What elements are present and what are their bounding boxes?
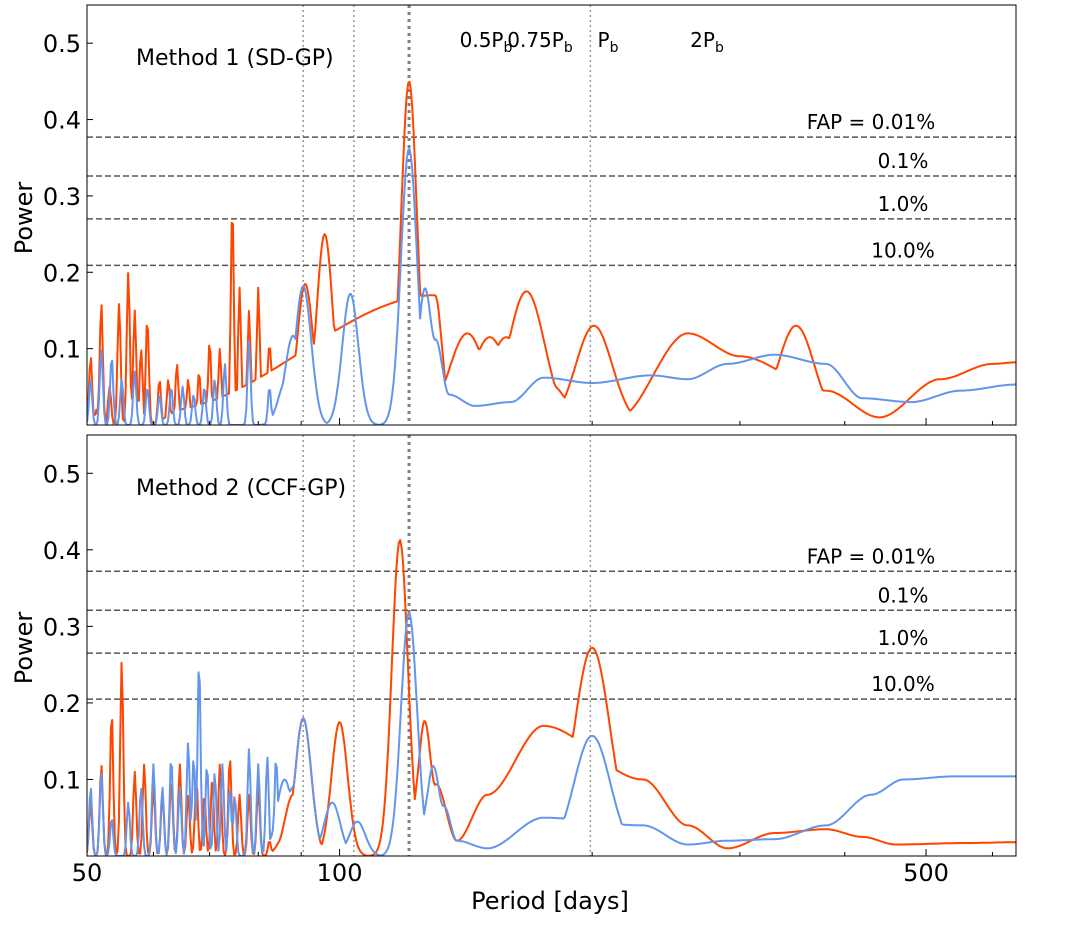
y-tick-label: 0.5 <box>43 30 81 58</box>
y-tick-label: 0.2 <box>43 259 81 287</box>
periodogram-series-blue <box>87 612 1016 856</box>
panel-method-2: FAP = 0.01% 0.1% 1.0% 10.0% 0.1 0.2 0.3 0.4 0.5 5… <box>43 434 1017 887</box>
x-tick-label: 50 <box>72 859 103 887</box>
y-tick-label: 0.2 <box>43 690 81 718</box>
y-axis-label-top: Power <box>10 182 38 255</box>
y-tick-label: 0.4 <box>43 537 81 565</box>
panel-title: Method 1 (SD-GP) <box>136 46 334 71</box>
x-axis-label: Period [days] <box>471 887 629 915</box>
fap-threshold-label: 0.1% <box>878 149 929 173</box>
x-tick-label: 100 <box>317 859 363 887</box>
period-marker-label: 2Pb <box>690 28 724 56</box>
y-axis-label-bottom: Power <box>10 612 38 685</box>
periodogram-series-blue <box>87 148 1016 425</box>
y-tick-label: 0.4 <box>43 107 81 135</box>
y-tick-label: 0.1 <box>43 766 81 794</box>
period-marker-label: 0.75Pb <box>507 28 573 56</box>
fap-threshold-label: 10.0% <box>871 672 935 696</box>
fap-threshold-label: FAP = 0.01% <box>807 544 935 568</box>
fap-threshold-label: FAP = 0.01% <box>807 110 935 134</box>
fap-threshold-label: 0.1% <box>878 583 929 607</box>
axes-frame <box>86 4 1017 426</box>
periodogram-series-orange <box>87 80 1016 425</box>
period-marker-label: 0.5Pb <box>460 28 513 56</box>
y-tick-label: 0.3 <box>43 613 81 641</box>
panel-title: Method 2 (CCF-GP) <box>136 476 346 501</box>
y-tick-label: 0.5 <box>43 460 81 488</box>
fap-threshold-label: 1.0% <box>878 626 929 650</box>
periodogram-series-orange <box>87 539 1016 856</box>
y-tick-label: 0.3 <box>43 183 81 211</box>
panel-method-1: FAP = 0.01% 0.1% 1.0% 10.0% 0.1 0.2 0.3 0.4 0.5 M… <box>43 4 1017 426</box>
fap-threshold-label: 10.0% <box>871 238 935 262</box>
fap-threshold-label: 1.0% <box>878 192 929 216</box>
axes-frame <box>86 434 1017 857</box>
x-tick-label: 500 <box>903 859 949 887</box>
period-marker-label: Pb <box>598 28 619 56</box>
y-tick-label: 0.1 <box>43 336 81 364</box>
